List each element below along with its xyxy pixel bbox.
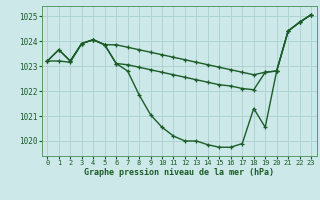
X-axis label: Graphe pression niveau de la mer (hPa): Graphe pression niveau de la mer (hPa) bbox=[84, 168, 274, 177]
